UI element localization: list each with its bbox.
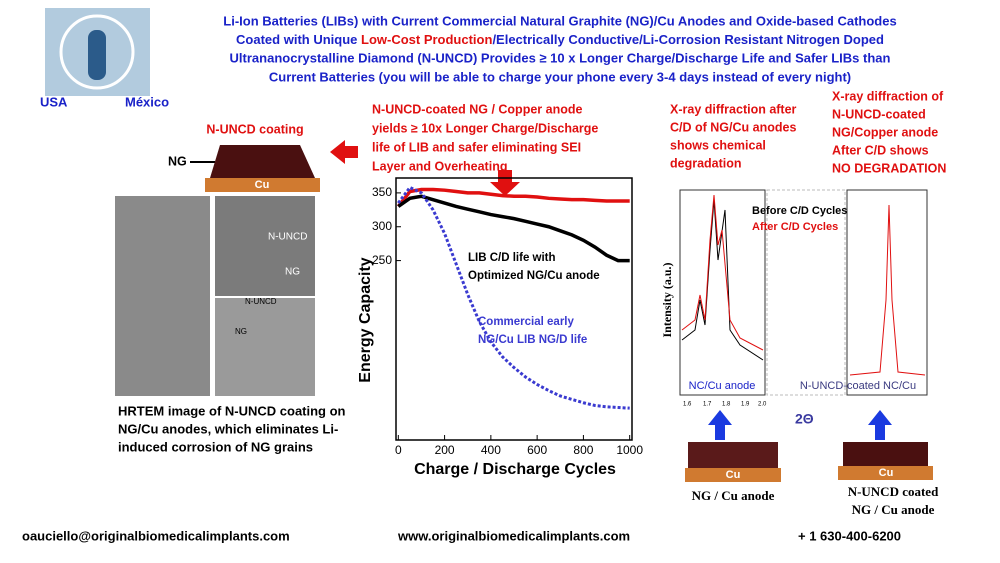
annotation: LIB C/D life with <box>468 252 556 264</box>
caption: NG/Cu anodes, which eliminates Li- <box>118 421 338 436</box>
xrd-ylabel: Intensity (a.u.) <box>660 262 674 337</box>
layer-diagram: Cu <box>205 145 320 192</box>
anode-label: NG / Cu anode <box>692 488 775 503</box>
annotation: Commercial early <box>478 316 574 328</box>
x-tick-label: 0 <box>395 443 402 457</box>
logo-mexico: México <box>125 94 169 109</box>
cu-label: Cu <box>255 179 270 191</box>
y-tick-label: 350 <box>372 185 392 199</box>
title-part: /Electrically Conductive/Li-Corrosion Re… <box>492 32 884 47</box>
xrd-panels: X-ray diffraction after C/D of NG/Cu ano… <box>660 89 947 517</box>
title-part: Coated with Unique <box>236 32 361 47</box>
x-axis-label: Charge / Discharge Cycles <box>414 461 616 478</box>
caption: HRTEM image of N-UNCD coating on <box>118 403 346 418</box>
arrow <box>708 410 732 440</box>
legend-entry: After C/D Cycles <box>752 221 838 233</box>
uncd-text: X-ray diffraction of <box>832 89 944 103</box>
title-highlight: Low-Cost Production <box>361 32 492 47</box>
plot-frame <box>395 177 633 441</box>
arrow <box>868 410 892 440</box>
series-line <box>396 187 630 208</box>
legend-entry: Before C/D Cycles <box>752 205 847 217</box>
caption: induced corrosion of NG grains <box>118 439 313 454</box>
arrow <box>330 140 358 164</box>
title-line: Li-Ion Batteries (LIBs) with Current Com… <box>223 13 896 28</box>
x-tick-label: 200 <box>435 443 455 457</box>
title-line: Coated with Unique Low-Cost Production/E… <box>236 32 884 47</box>
annotation: NG/Cu LIB NG/D life <box>478 334 587 346</box>
middle-text: N-UNCD-coated NG / Copper anode <box>372 102 582 116</box>
series-line <box>397 194 630 263</box>
image-label: N-UNCD <box>245 297 277 306</box>
x-tick-label: 400 <box>481 443 501 457</box>
phone: + 1 630-400-6200 <box>798 528 901 543</box>
y-tick-label: 250 <box>372 253 392 267</box>
cu-label: Cu <box>879 467 894 479</box>
middle-text: life of LIB and safer eliminating SEI <box>372 140 581 154</box>
coating-label: N-UNCD coating <box>206 122 303 136</box>
image-label: NG <box>235 327 247 336</box>
panel-label: NC/Cu anode <box>689 380 756 392</box>
sem-images: N-UNCD NG N-UNCD NG <box>115 196 315 396</box>
title-line: Current Batteries (you will be able to c… <box>269 69 851 84</box>
coated-label: N-UNCD coated <box>848 484 939 499</box>
middle-text: Layer and Overheating <box>372 159 507 173</box>
ng-label: NG <box>168 154 187 168</box>
x-tick-label: 800 <box>573 443 593 457</box>
email: oauciello@originalbiomedicalimplants.com <box>22 528 290 543</box>
xrd-xlabel: 2Θ <box>795 411 814 427</box>
coated-label: NG / Cu anode <box>852 502 935 517</box>
image-label: N-UNCD <box>268 232 307 243</box>
y-tick-label: 300 <box>372 219 392 233</box>
uncd-text: NG/Copper anode <box>832 125 938 139</box>
title-line: Ultrananocrystalline Diamond (N-UNCD) Pr… <box>230 50 891 65</box>
arrow <box>490 170 520 196</box>
cu-label: Cu <box>726 469 741 481</box>
x-tick-label: 600 <box>527 443 547 457</box>
uncd-text: N-UNCD-coated <box>832 107 926 121</box>
uncd-text: NO DEGRADATION <box>832 161 946 175</box>
xrd-text: X-ray diffraction after <box>670 102 797 116</box>
xrd-text: degradation <box>670 156 742 170</box>
uncd-text: After C/D shows <box>832 143 929 157</box>
xrd-text: C/D of NG/Cu anodes <box>670 120 796 134</box>
y-axis-label: Energy Capacity <box>357 257 374 382</box>
xrd-text: shows chemical <box>670 138 766 152</box>
series-line <box>397 185 630 410</box>
logo: USA México <box>40 8 169 109</box>
logo-usa: USA <box>40 94 68 109</box>
image-label: NG <box>285 267 300 278</box>
middle-text: yields ≥ 10x Longer Charge/Discharge <box>372 121 598 135</box>
tick: 1.9 <box>741 402 750 408</box>
tick: 1.6 <box>683 402 692 408</box>
tick: 1.7 <box>703 402 712 408</box>
capacity-chart: 0 200 400 600 800 1000 250 300 350 Energy Capacit… <box>357 177 643 478</box>
annotation: Optimized NG/Cu anode <box>468 270 600 282</box>
website: www.originalbiomedicalimplants.com <box>397 528 630 543</box>
panel-label: N-UNCD-coated NC/Cu <box>800 380 916 392</box>
tick: 2.0 <box>758 402 767 408</box>
tick: 1.8 <box>722 402 731 408</box>
x-tick-label: 1000 <box>616 443 643 457</box>
